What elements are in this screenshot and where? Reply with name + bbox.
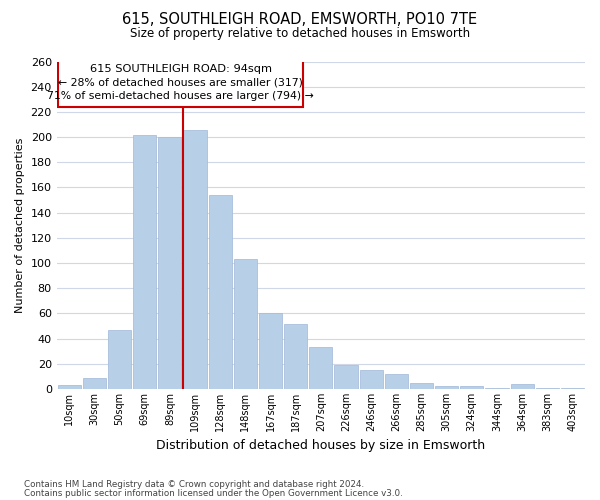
- Bar: [561, 388, 584, 389]
- Bar: [536, 388, 559, 389]
- Bar: [359, 370, 383, 389]
- Bar: [334, 365, 358, 389]
- Bar: [209, 195, 232, 389]
- Bar: [184, 130, 206, 389]
- Bar: [511, 384, 533, 389]
- FancyBboxPatch shape: [58, 60, 303, 107]
- Bar: [158, 137, 181, 389]
- Bar: [234, 260, 257, 389]
- Text: 615, SOUTHLEIGH ROAD, EMSWORTH, PO10 7TE: 615, SOUTHLEIGH ROAD, EMSWORTH, PO10 7TE: [122, 12, 478, 28]
- Bar: [435, 386, 458, 389]
- Text: Contains public sector information licensed under the Open Government Licence v3: Contains public sector information licen…: [24, 488, 403, 498]
- Text: 71% of semi-detached houses are larger (794) →: 71% of semi-detached houses are larger (…: [47, 90, 314, 101]
- Bar: [309, 348, 332, 389]
- Bar: [284, 324, 307, 389]
- X-axis label: Distribution of detached houses by size in Emsworth: Distribution of detached houses by size …: [156, 440, 485, 452]
- Bar: [460, 386, 484, 389]
- Bar: [485, 388, 509, 389]
- Text: Size of property relative to detached houses in Emsworth: Size of property relative to detached ho…: [130, 28, 470, 40]
- Text: ← 28% of detached houses are smaller (317): ← 28% of detached houses are smaller (31…: [58, 78, 303, 88]
- Bar: [385, 374, 408, 389]
- Text: Contains HM Land Registry data © Crown copyright and database right 2024.: Contains HM Land Registry data © Crown c…: [24, 480, 364, 489]
- Bar: [259, 314, 282, 389]
- Bar: [58, 385, 81, 389]
- Bar: [410, 382, 433, 389]
- Bar: [83, 378, 106, 389]
- Text: 615 SOUTHLEIGH ROAD: 94sqm: 615 SOUTHLEIGH ROAD: 94sqm: [89, 64, 272, 74]
- Bar: [133, 134, 156, 389]
- Y-axis label: Number of detached properties: Number of detached properties: [15, 138, 25, 313]
- Bar: [108, 330, 131, 389]
